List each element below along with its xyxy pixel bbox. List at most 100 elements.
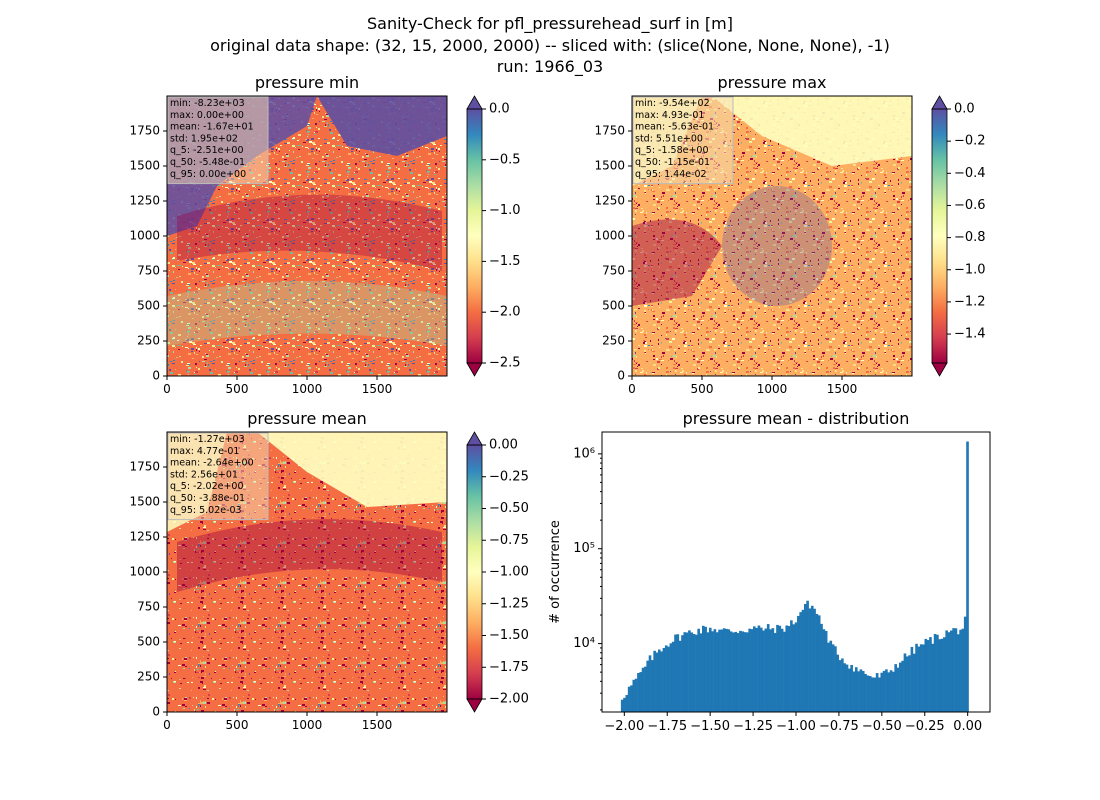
histogram-bar <box>646 660 649 712</box>
histogram-x-tick-label: −1.75 <box>647 719 687 734</box>
y-tick-label: 0 <box>152 705 160 719</box>
histogram-bar <box>736 633 740 712</box>
colorbar-tick-label: −1.25 <box>489 596 529 611</box>
histogram-bar <box>917 646 921 712</box>
histogram-bar <box>639 672 643 712</box>
histogram-bar <box>945 630 948 712</box>
histogram-pressure-mean: −2.00 −1.75 −1.50 −1.25 −1.00 −0.75 −0.50 −0.25… <box>573 431 991 734</box>
histogram-bar <box>776 624 779 712</box>
histogram-bar <box>711 631 714 712</box>
histogram-bar <box>759 627 763 712</box>
histogram-bar <box>940 638 944 712</box>
histogram-bar <box>864 673 867 712</box>
histogram-x-tick-label: 0.00 <box>953 719 982 734</box>
histogram-bar <box>922 644 925 712</box>
y-tick-label: 500 <box>602 299 625 313</box>
histogram-bar <box>841 658 844 712</box>
y-tick-label: 1000 <box>129 565 160 579</box>
y-tick-label: 1500 <box>129 495 160 509</box>
y-tick-label: 750 <box>137 600 160 614</box>
stats-line: min: -1.27e+03 <box>170 434 245 445</box>
stats-line: mean: -5.63e-01 <box>635 122 714 133</box>
y-tick-label: 1000 <box>129 229 160 243</box>
histogram-bar <box>632 679 636 712</box>
histogram-bar <box>924 638 928 712</box>
histogram-bar <box>901 660 904 712</box>
histogram-bar <box>778 625 782 712</box>
histogram-ylabel: # of occurrence <box>548 520 563 624</box>
histogram-bar <box>674 634 677 712</box>
stats-line: q_95: 0.00e+00 <box>170 169 246 180</box>
histogram-bar <box>815 614 819 712</box>
histogram-y-tick-label: 10⁵ <box>573 541 595 556</box>
histogram-bar <box>905 656 909 712</box>
stats-line: std: 2.56e+01 <box>170 469 238 480</box>
histogram-bar <box>929 637 932 712</box>
colorbar-tick-label: −1.2 <box>954 294 986 309</box>
colorbar-frame <box>466 108 483 364</box>
colorbar-tick-label: −0.4 <box>954 166 986 181</box>
y-tick-label: 750 <box>602 264 625 278</box>
histogram-bar <box>729 631 733 712</box>
histogram-bar <box>764 628 768 712</box>
colorbar-tick-label: −1.5 <box>489 254 521 269</box>
histogram-bar <box>829 640 833 712</box>
histogram-bar <box>868 676 872 712</box>
histogram-bar <box>683 632 687 712</box>
colorbar-tick-label: −1.50 <box>489 628 529 643</box>
colorbar-extend-min <box>466 362 483 377</box>
x-tick-label: 500 <box>691 382 714 396</box>
colorbar-gradient-bar <box>467 109 482 363</box>
histogram-bar <box>889 670 893 712</box>
histogram-bar <box>757 625 761 712</box>
histogram-bar <box>671 641 675 712</box>
histogram-bar <box>676 634 680 712</box>
histogram-bar <box>933 634 937 712</box>
histogram-bar <box>657 649 661 712</box>
colorbar-extend-max <box>931 95 948 110</box>
histogram-bar <box>859 669 863 712</box>
stats-line: q_5: -1.58e+00 <box>635 145 709 156</box>
histogram-bar <box>806 600 809 712</box>
colorbar-tick-label: −1.75 <box>489 660 529 675</box>
x-tick-label: 0 <box>628 382 636 396</box>
histogram-bar <box>894 664 897 712</box>
y-tick-label: 250 <box>602 334 625 348</box>
histogram-bar <box>748 628 751 712</box>
region-center <box>722 186 832 306</box>
colorbar-tick-label: 0.00 <box>489 438 518 453</box>
region-sea <box>712 96 912 166</box>
colorbar: 0.0 −0.2 −0.4 −0.6 −0.8 −1.0 −1.2 −1.4 <box>931 95 986 377</box>
colorbar-gradient-bar <box>467 445 482 699</box>
colorbar-tick-label: −1.00 <box>489 565 529 580</box>
histogram-bar <box>715 632 719 712</box>
histogram-bar <box>739 630 742 712</box>
histogram-bar <box>708 627 712 712</box>
histogram-bar <box>899 662 902 712</box>
histogram-bar <box>630 685 633 712</box>
histogram-bar <box>766 624 770 712</box>
y-tick-label: 1250 <box>594 194 625 208</box>
histogram-bar <box>741 631 745 712</box>
region-alpine <box>167 281 447 346</box>
colorbar-tick-label: −2.0 <box>489 305 521 320</box>
histogram-bar <box>623 697 626 712</box>
histogram-bar <box>801 609 805 712</box>
histogram-bar <box>919 644 923 712</box>
histogram-bar <box>848 668 851 712</box>
stats-line: q_50: -3.88e-01 <box>170 493 245 504</box>
histogram-bar <box>688 630 691 712</box>
y-tick-label: 1750 <box>129 124 160 138</box>
colorbar-extend-min <box>931 362 948 377</box>
colorbar-tick-label: −1.0 <box>954 262 986 277</box>
histogram-bar <box>662 647 666 712</box>
histogram-bar <box>664 645 668 712</box>
histogram-bar <box>843 663 847 712</box>
stats-line: std: 5.51e+00 <box>635 133 703 144</box>
colorbar-frame <box>931 108 948 364</box>
histogram-bar <box>718 629 721 712</box>
histogram-bar <box>871 677 874 712</box>
